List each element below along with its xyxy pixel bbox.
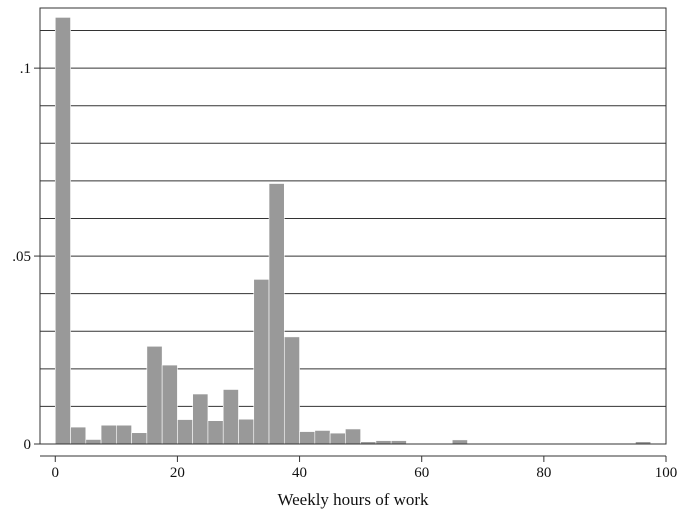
histogram-bar <box>54 17 71 445</box>
histogram-bar <box>299 431 316 445</box>
x-axis: 0 20 40 60 80 100 <box>40 455 678 481</box>
y-tick-label: .1 <box>20 61 31 77</box>
x-tick-label: 20 <box>170 465 185 481</box>
histogram-bar <box>161 364 178 445</box>
histogram-bar <box>390 440 407 445</box>
histogram-bar <box>100 424 117 445</box>
histogram-bar <box>375 440 392 445</box>
histogram-bar <box>238 418 255 445</box>
histogram-bar <box>345 428 361 445</box>
x-tick-label: 40 <box>292 465 307 481</box>
histogram-bar <box>451 439 468 445</box>
histogram-bar <box>329 432 346 445</box>
histogram-bar <box>146 345 163 445</box>
histogram-bar <box>192 393 209 445</box>
histogram-bar <box>85 439 102 445</box>
plot-frame <box>39 7 667 445</box>
y-axis: 0 .05 .1 <box>12 61 40 453</box>
histogram-bar <box>222 389 239 445</box>
histogram-bar <box>131 432 148 445</box>
histogram-bars <box>54 17 652 445</box>
y-tick-label: .05 <box>12 249 31 265</box>
x-tick-label: 80 <box>536 465 551 481</box>
histogram-bar <box>283 336 300 445</box>
histogram-bar <box>70 426 87 445</box>
x-tick-label: 60 <box>414 465 429 481</box>
x-tick-label: 100 <box>655 465 678 481</box>
x-tick-label: 0 <box>52 465 60 481</box>
histogram-bar <box>314 430 331 445</box>
histogram-bar <box>253 279 270 445</box>
x-axis-title: Weekly hours of work <box>277 490 429 509</box>
histogram-bar <box>177 419 193 445</box>
histogram-bar <box>268 183 285 445</box>
gridlines <box>40 30 666 407</box>
histogram-bar <box>116 424 132 445</box>
histogram-bar <box>207 420 224 445</box>
y-tick-label: 0 <box>24 437 32 453</box>
